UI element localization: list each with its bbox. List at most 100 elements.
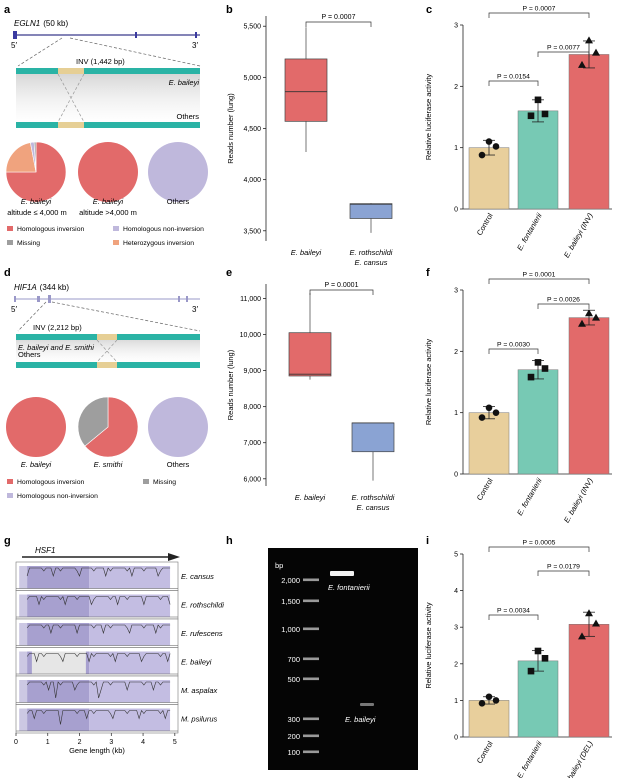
bp-label: bp: [275, 561, 283, 570]
bar-f-0: [468, 412, 510, 475]
point-c-0-2: [485, 138, 493, 145]
point-c-2-0: [578, 60, 586, 68]
species-top-a: E. baileyi: [169, 78, 200, 87]
ladder-label-6: 200: [287, 732, 300, 741]
panel-label-f: f: [426, 267, 430, 279]
sig-bracket-i-1: [537, 570, 590, 576]
p-value-b: P = 0.0007: [322, 14, 356, 21]
ladder-label-5: 300: [287, 715, 300, 724]
exon-d1: [14, 296, 16, 302]
xlabel-f-2: E. baileyi (INV): [562, 476, 595, 524]
synteny-region-d: [16, 337, 200, 363]
zoom-line-d1: [17, 301, 47, 332]
ytick-label-e-2: 8,000: [243, 404, 261, 411]
xlabel-f-0: Control: [475, 476, 495, 502]
band2-label: E. baileyi: [345, 715, 376, 724]
point-i-1-0: [527, 667, 535, 675]
ytick-label-b-3: 5,000: [243, 75, 261, 82]
track-label-4: M. aspalax: [181, 686, 218, 695]
ladder-band-1: [303, 599, 319, 603]
chrom-bottom-a: [16, 122, 200, 128]
point-c-2-2: [585, 36, 593, 44]
track-utr-0: [19, 566, 28, 589]
pie-a2-slice-hom_inv: [78, 142, 138, 202]
ladder-label-2: 1,000: [281, 625, 300, 634]
xlabel-c-2: E. baileyi (INV): [562, 211, 595, 259]
end5-a: 5′: [11, 41, 17, 50]
pies-a: [5, 141, 208, 203]
bar-i-2: [568, 624, 610, 738]
legend-d-swatch-missing: [143, 479, 149, 484]
point-c-2-1: [592, 48, 600, 56]
bar-f-2: [568, 317, 610, 475]
sig-bracket-f-1: [537, 303, 590, 309]
track-deletion-3: [31, 651, 86, 674]
ladder-h: 2,000 1,500 1,000 700 500 300 200 100: [281, 576, 319, 757]
band-baileyi: [360, 703, 374, 706]
synteny-region-a: [16, 72, 200, 124]
p-value-f-0: P = 0.0030: [497, 342, 530, 349]
ladder-label-7: 100: [287, 748, 300, 757]
gene-title-a: EGLN1 (50 kb): [14, 19, 68, 28]
ytick-label-b-0: 3,500: [243, 228, 261, 235]
xlabel2-b-1: E. cansus: [355, 258, 388, 267]
track-exon-shade-5: [27, 708, 90, 731]
ytick-label-i-3: 3: [454, 625, 458, 632]
chrom-top-a: [16, 68, 200, 74]
panel-label-e: e: [226, 267, 232, 279]
ylabel-i: Relative luciferase activity: [424, 602, 433, 689]
pie-d3-label: Others: [167, 460, 190, 469]
legend-a-swatch-hom-noninv: [113, 226, 119, 231]
zoom-line-a1: [17, 37, 63, 67]
bar-c-2: [568, 54, 610, 210]
ytick-label-e-0: 6,000: [243, 476, 261, 483]
end3-a: 3′: [192, 41, 198, 50]
box-b-0: [284, 58, 328, 122]
xlabel-f-1: E. fontanierii: [515, 476, 544, 517]
gene-size-a: (50 kb): [43, 19, 68, 28]
pie-a2-label: E. baileyi: [93, 197, 124, 206]
ytick-label-f-2: 2: [454, 349, 458, 356]
point-f-0-0: [478, 414, 486, 421]
exon-d2: [37, 296, 40, 302]
pie-d2-slice-missing: [77, 396, 109, 447]
panel-label-i: i: [426, 535, 429, 547]
sig-bracket-c-0: [488, 80, 539, 86]
xlabel-e-1: E. rothschildi: [352, 493, 395, 502]
ladder-band-6: [303, 734, 319, 738]
point-f-2-1: [592, 313, 600, 321]
point-f-0-2: [485, 404, 493, 412]
track-utr-1: [19, 594, 28, 617]
inv-block-bottom-a: [58, 122, 84, 128]
ytick-label-e-4: 10,000: [240, 332, 262, 339]
exon-a2: [135, 32, 137, 38]
legend-d-swatch-hom-noninv: [7, 493, 13, 498]
legend-a-het-inv: Heterozygous inversion: [123, 240, 194, 247]
xlabel-c-0: Control: [475, 211, 495, 237]
zoom-line-d2: [51, 301, 201, 332]
pie-a1-slice-het_inv: [5, 142, 37, 173]
xlabel-i-0: Control: [475, 739, 495, 765]
panel-g: HSF1 E. cansus E. rothschildi E. rufescens…: [14, 546, 224, 755]
point-f-2-0: [578, 319, 586, 327]
ylabel-b: Reads number (lung): [226, 93, 235, 164]
legend-d-missing: Missing: [153, 479, 176, 486]
point-i-0-2: [485, 693, 493, 701]
sig-bracket-c-1: [537, 51, 590, 57]
sig-bracket-e: [309, 289, 374, 295]
panel-label-b: b: [226, 4, 233, 16]
track-conservation-0: [26, 567, 171, 578]
ladder-label-0: 2,000: [281, 576, 300, 585]
point-i-0-0: [478, 700, 486, 707]
legend-a-swatch-het-inv: [113, 240, 119, 245]
track-label-5: M. psilurus: [181, 715, 218, 724]
chart-e: 6,000 7,000 8,000 9,000 10,000 11,000 Reads nu…: [226, 282, 395, 512]
end3-d: 3′: [192, 305, 198, 314]
ytick-label-i-4: 4: [454, 588, 458, 595]
bar-c-1: [517, 110, 559, 210]
pie-d1-label: E. baileyi: [21, 460, 52, 469]
pie-d2-slice-hom_inv: [84, 396, 139, 458]
ytick-label-i-0: 0: [454, 735, 458, 742]
point-c-0-0: [478, 151, 486, 159]
